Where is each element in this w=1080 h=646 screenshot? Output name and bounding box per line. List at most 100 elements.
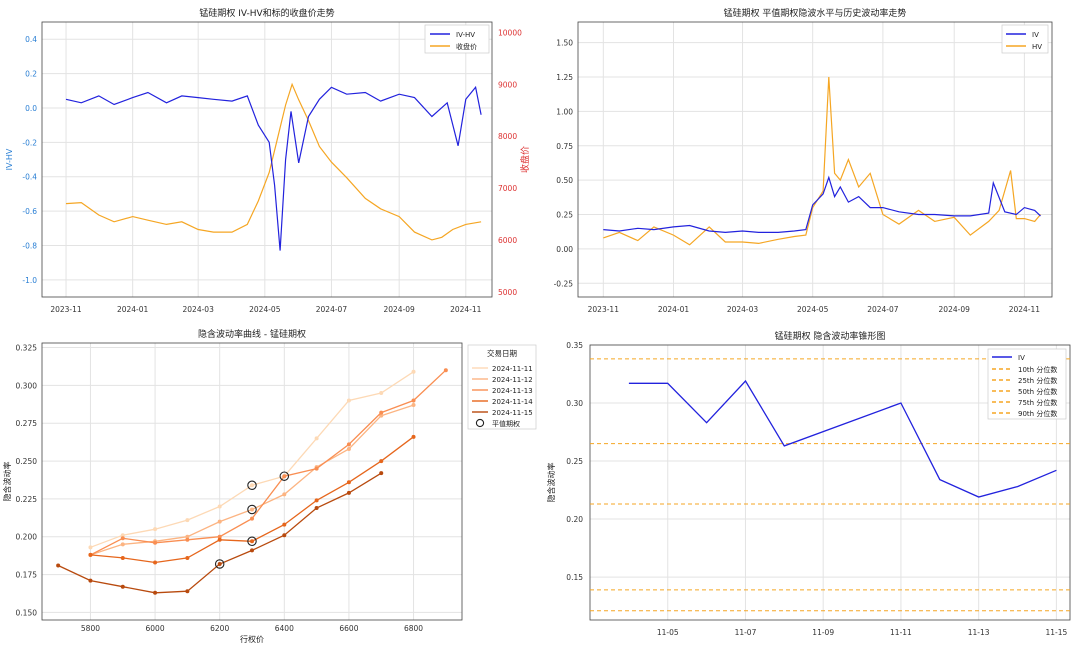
chart-atm-iv-vs-hv: 锰硅期权 平值期权隐波水平与历史波动率走势 2023-11 2024-01 2024-… [554,7,1053,314]
x-tick-label: 11-13 [968,628,990,637]
data-point-2024-11-15 [217,561,222,566]
y-axis-label: IV-HV [5,148,14,170]
data-point-2024-11-11 [250,483,254,488]
legend-swatch-atm [475,418,485,428]
plot-frame [41,342,463,621]
y-tick-label: 0.175 [16,571,38,580]
x-tick-label: 2024-11 [1009,305,1041,314]
data-point-2024-11-12 [282,492,287,497]
legend-box [987,348,1067,420]
data-point-2024-11-12 [379,413,384,418]
data-point-2024-11-13 [443,368,448,373]
x-tick-label: 11-11 [890,628,912,637]
data-point-2024-11-12 [250,507,254,512]
y-tick-label: 0.4 [25,35,37,44]
atm-marker [247,504,257,515]
data-point-2024-11-15 [88,578,93,583]
legend-percentile-label: 25th 分位数 [1018,376,1057,385]
data-point-2024-11-15 [346,490,351,495]
y-tick-label: 0.2 [25,70,37,79]
data-point-2024-11-13 [250,516,254,521]
y-tick-label: -0.8 [22,241,37,250]
y-tick-label: 0.15 [566,573,583,582]
x-tick-label: 2024-09 [383,305,415,314]
y-tick-label: 0.25 [556,211,573,220]
x-tick-label: 2024-09 [939,305,971,314]
legend-label-2024-11-11: 2024-11-11 [492,365,533,373]
x-tick-label: 2024-07 [867,305,899,314]
x-tick-label: 6200 [210,624,229,633]
data-point-2024-11-15 [314,505,319,510]
x-tick-label: 11-15 [1045,628,1067,637]
chart-iv-cone: 锰硅期权 隐含波动率锥形图 11-05 11-07 11-09 11-11 11-13 11… [546,330,1071,637]
y-tick-label: 0.35 [566,341,583,350]
y-tick-label: 0.250 [16,457,38,466]
y-tick-label: 0.225 [16,495,38,504]
data-point-2024-11-12 [120,542,125,547]
y-tick-label: -0.25 [554,279,574,288]
chart-title: 锰硅期权 隐含波动率锥形图 [775,330,886,342]
y-tick-label: -0.4 [22,173,37,182]
data-point-2024-11-14 [379,459,384,464]
legend-iv-label: IV [1032,31,1039,39]
x-tick-label: 2024-11 [450,305,482,314]
data-point-2024-11-13 [346,442,351,447]
atm-marker [214,559,225,569]
legend-iv-label: IV [1018,354,1025,362]
x-tick-label: 2024-01 [117,305,149,314]
series-line-close-price [65,82,482,241]
data-point-2024-11-11 [153,527,158,532]
legend-box [1001,24,1049,54]
y2-axis-label: 收盘价 [519,146,531,173]
data-point-2024-11-13 [314,466,319,471]
y2-tick-label: 5000 [498,288,517,297]
data-point-2024-11-15 [120,584,125,589]
data-point-2024-11-14 [314,498,319,503]
data-point-2024-11-13 [379,410,384,415]
data-point-2024-11-13 [282,474,287,479]
y-axis-label: 隐含波动率 [546,463,556,503]
y-tick-label: -0.2 [22,138,37,147]
y-tick-label: 0.325 [16,344,38,353]
y-tick-label: -0.6 [22,207,37,216]
y-tick-label: 1.50 [556,39,573,48]
data-point-2024-11-12 [411,403,416,408]
y-tick-label: 0.50 [556,176,573,185]
y-tick-label: 0.300 [16,381,38,390]
series-line-2024-11-13 [90,369,447,556]
x-tick-label: 2024-07 [316,305,348,314]
legend-label-atm: 平值期权 [492,419,520,428]
series-line-2024-11-11 [90,371,414,548]
x-tick-label: 11-09 [812,628,834,637]
legend-label-2024-11-15: 2024-11-15 [492,409,533,417]
data-point-2024-11-15 [379,471,384,476]
chart-title: 隐含波动率曲线 - 锰硅期权 [198,328,306,340]
data-point-2024-11-15 [56,563,61,568]
chart-title: 锰硅期权 平值期权隐波水平与历史波动率走势 [724,7,907,19]
data-point-2024-11-11 [346,398,351,403]
data-point-2024-11-14 [153,560,158,565]
data-point-2024-11-14 [250,539,254,544]
legend-label-2024-11-13: 2024-11-13 [492,387,533,395]
y2-tick-label: 10000 [498,28,522,37]
x-tick-label: 6400 [275,624,294,633]
legend-percentile-label: 90th 分位数 [1018,409,1057,418]
data-point-2024-11-14 [120,555,125,560]
data-point-2024-11-11 [379,390,384,395]
legend-label-2024-11-14: 2024-11-14 [492,398,533,406]
series-line-iv [603,175,1041,234]
y2-tick-label: 7000 [498,184,517,193]
y-tick-label: 0.0 [25,104,37,113]
plot-frame [577,21,1053,298]
data-point-2024-11-13 [185,537,190,542]
chart-iv-hv-close-price: 锰硅期权 IV-HV和标的收盘价走势 2023-11 2024-01 2024-03 2… [5,7,531,314]
y-tick-label: 0.00 [556,245,573,254]
series-line-iv-hv [65,85,482,251]
data-point-2024-11-14 [282,522,287,527]
legend-box [424,24,490,54]
data-point-2024-11-15 [282,533,287,538]
data-point-2024-11-11 [217,504,222,509]
x-tick-label: 2023-11 [50,305,82,314]
x-axis-label: 行权价 [240,634,264,644]
data-point-2024-11-13 [217,534,222,539]
